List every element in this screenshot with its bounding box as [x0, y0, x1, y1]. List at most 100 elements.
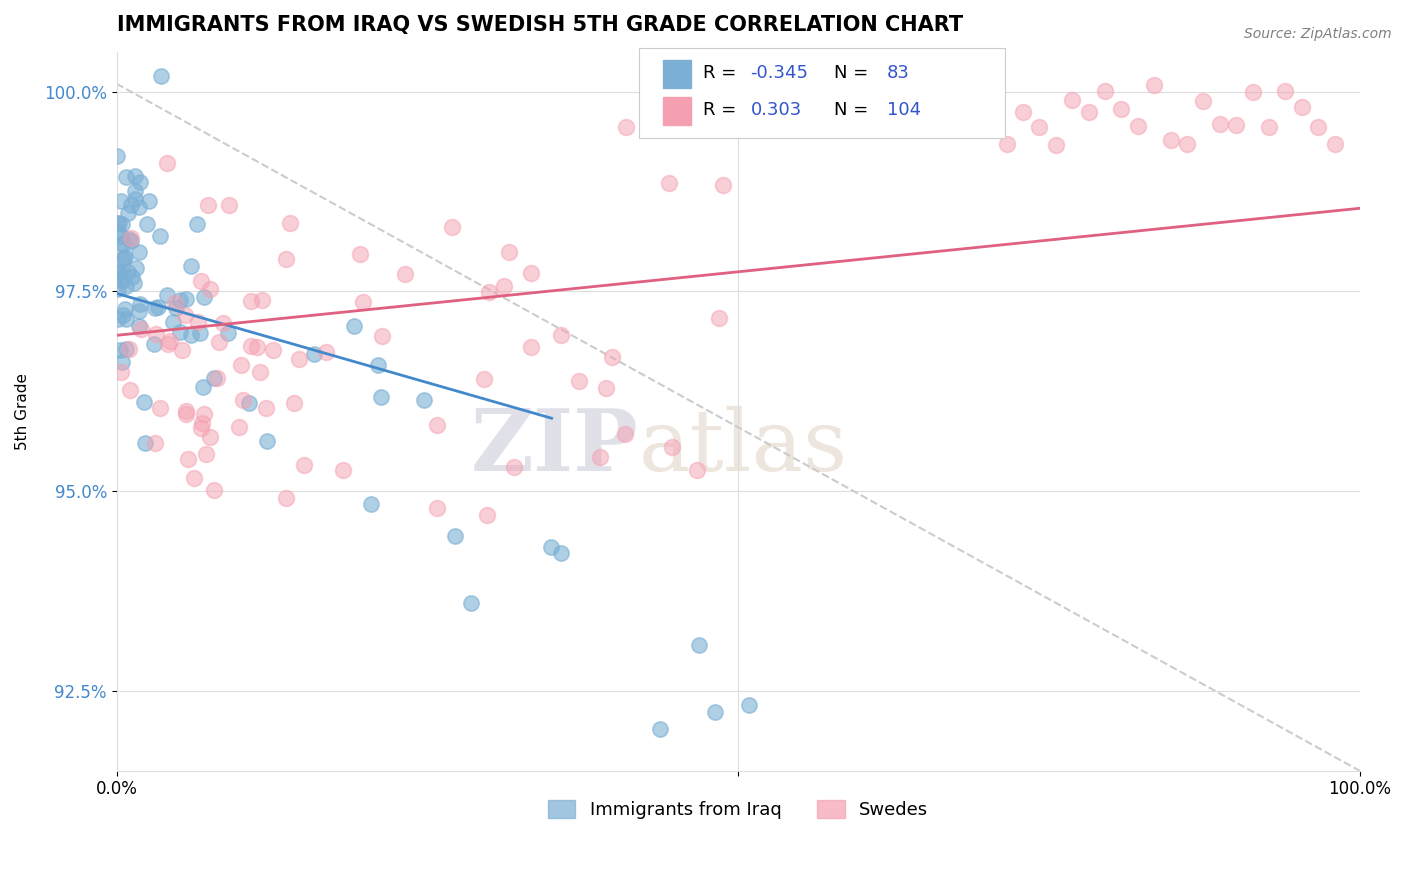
Point	[703, 120, 725, 134]
Point	[194, 447, 217, 461]
Point	[595, 381, 617, 395]
Point	[193, 408, 215, 422]
Point	[1126, 119, 1149, 133]
FancyBboxPatch shape	[638, 48, 1005, 138]
Point	[1077, 104, 1099, 119]
Point	[240, 293, 263, 308]
Point	[703, 706, 725, 720]
Point	[1258, 120, 1281, 134]
Point	[120, 197, 142, 211]
Point	[110, 343, 132, 357]
Point	[198, 282, 221, 296]
Point	[360, 497, 382, 511]
Legend: Immigrants from Iraq, Swedes: Immigrants from Iraq, Swedes	[541, 793, 935, 826]
FancyBboxPatch shape	[664, 60, 690, 87]
Point	[110, 365, 132, 379]
Point	[1323, 136, 1346, 151]
Point	[120, 231, 142, 245]
Point	[370, 390, 392, 404]
Point	[146, 300, 169, 314]
Point	[1111, 103, 1133, 117]
Point	[231, 358, 253, 372]
Point	[128, 319, 150, 334]
Text: R =: R =	[703, 64, 742, 82]
Point	[159, 334, 181, 348]
Point	[176, 451, 198, 466]
Point	[520, 340, 543, 354]
Point	[114, 342, 136, 356]
Y-axis label: 5th Grade: 5th Grade	[15, 373, 30, 450]
Point	[143, 301, 166, 316]
Point	[413, 392, 436, 407]
Point	[239, 339, 262, 353]
Point	[176, 292, 198, 306]
Point	[191, 417, 214, 431]
Point	[120, 234, 142, 248]
Point	[193, 380, 215, 394]
Point	[208, 335, 231, 350]
Point	[614, 120, 637, 135]
Point	[1012, 105, 1035, 120]
Point	[115, 279, 138, 293]
Point	[172, 343, 194, 357]
Point	[614, 426, 637, 441]
Point	[205, 371, 228, 385]
Point	[394, 267, 416, 281]
Point	[157, 337, 180, 351]
Point	[107, 312, 129, 326]
Point	[426, 500, 449, 515]
Point	[118, 232, 141, 246]
Point	[108, 216, 131, 230]
Point	[162, 315, 184, 329]
Point	[111, 217, 134, 231]
Point	[128, 200, 150, 214]
Point	[550, 327, 572, 342]
Point	[190, 326, 212, 340]
Point	[1274, 84, 1296, 98]
Point	[111, 308, 134, 322]
Point	[197, 198, 219, 212]
Text: IMMIGRANTS FROM IRAQ VS SWEDISH 5TH GRADE CORRELATION CHART: IMMIGRANTS FROM IRAQ VS SWEDISH 5TH GRAD…	[117, 15, 963, 35]
Point	[193, 290, 215, 304]
Point	[125, 260, 148, 275]
Point	[143, 436, 166, 450]
Text: ZIP: ZIP	[471, 405, 638, 489]
Point	[352, 295, 374, 310]
Point	[302, 347, 325, 361]
Point	[228, 419, 250, 434]
Point	[155, 288, 177, 302]
Point	[117, 265, 139, 279]
Point	[110, 236, 132, 251]
Point	[165, 301, 187, 315]
Point	[108, 265, 131, 279]
Point	[738, 698, 761, 712]
Point	[963, 112, 986, 126]
Point	[288, 352, 311, 367]
Point	[503, 459, 526, 474]
Point	[114, 301, 136, 316]
Point	[149, 229, 172, 244]
Point	[114, 170, 136, 185]
Point	[1028, 120, 1050, 134]
Point	[114, 251, 136, 265]
Point	[1291, 99, 1313, 113]
Point	[477, 285, 499, 299]
Point	[494, 278, 516, 293]
Point	[118, 343, 141, 357]
Point	[180, 259, 202, 273]
Point	[1143, 78, 1166, 92]
Point	[122, 276, 145, 290]
Text: 83: 83	[887, 64, 910, 82]
Point	[1062, 93, 1084, 107]
Point	[124, 185, 146, 199]
Point	[292, 458, 315, 472]
Point	[1308, 120, 1330, 134]
Point	[187, 315, 209, 329]
Point	[1045, 138, 1067, 153]
Point	[145, 327, 167, 342]
Point	[107, 216, 129, 230]
Point	[108, 272, 131, 286]
Point	[121, 269, 143, 284]
Point	[658, 176, 681, 190]
Point	[444, 529, 467, 543]
